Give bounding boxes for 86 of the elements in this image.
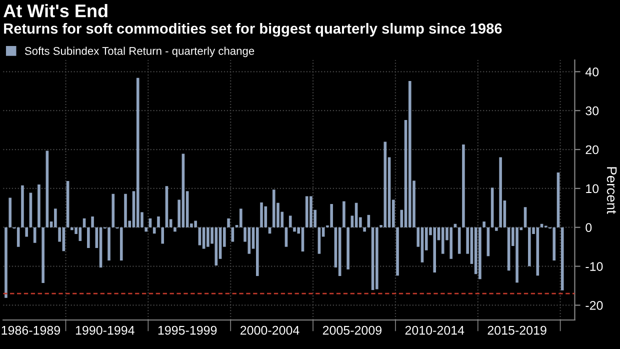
bar	[433, 227, 436, 273]
x-tick-label: 1990-1994	[76, 326, 134, 335]
bar	[346, 227, 350, 270]
bar	[8, 198, 12, 228]
bar	[462, 144, 465, 228]
bar	[91, 216, 94, 228]
bar	[120, 227, 123, 260]
bar	[136, 78, 140, 228]
bar	[38, 184, 40, 228]
bar	[408, 81, 412, 228]
bar	[165, 186, 168, 228]
bar	[231, 227, 234, 242]
bar	[70, 227, 74, 230]
bar	[54, 208, 57, 228]
bar	[450, 227, 452, 259]
bar	[29, 192, 32, 228]
bar	[152, 227, 156, 234]
bar	[441, 227, 444, 254]
bar	[42, 227, 44, 284]
x-tick-label: 1986-1989	[2, 326, 60, 335]
bar	[124, 194, 127, 228]
bar	[499, 157, 502, 228]
bar	[330, 204, 333, 228]
bar	[495, 227, 498, 231]
bar	[46, 150, 49, 228]
bar	[293, 227, 296, 232]
bar	[82, 218, 86, 228]
y-tick-label: 0	[586, 223, 592, 232]
bar	[148, 218, 152, 228]
bar	[264, 206, 268, 228]
bar	[256, 227, 259, 276]
bar	[454, 224, 457, 228]
bar	[157, 216, 160, 228]
bar	[227, 218, 230, 228]
chart-title: At Wit's End	[4, 4, 108, 18]
bar	[540, 224, 544, 228]
bar	[66, 181, 70, 228]
bar	[272, 190, 276, 228]
legend-label: Softs Subindex Total Return - quarterly change	[24, 46, 254, 58]
bar	[4, 227, 8, 298]
bar	[363, 227, 366, 232]
x-tick-label: 2005-2009	[322, 326, 382, 335]
bar	[194, 220, 197, 228]
y-tick-label: 30	[586, 106, 599, 116]
y-tick-label: -10	[586, 262, 603, 271]
bar	[206, 227, 210, 247]
bar	[536, 227, 540, 276]
bar	[305, 196, 308, 228]
bar	[560, 227, 564, 290]
bar	[524, 207, 527, 228]
bar	[516, 227, 518, 283]
x-tick-label: 2015-2019	[488, 326, 546, 335]
y-tick-label: 40	[585, 67, 599, 76]
bar	[490, 188, 494, 228]
bar	[21, 185, 24, 228]
bar	[174, 227, 176, 232]
y-tick-label: 20	[586, 145, 599, 154]
bar	[16, 227, 20, 247]
bar	[240, 208, 242, 228]
x-tick-label: 1995-1999	[158, 326, 217, 335]
bar	[528, 227, 531, 266]
bar	[248, 227, 251, 254]
bar	[112, 194, 115, 228]
bar	[202, 227, 206, 249]
bar	[552, 227, 556, 260]
y-axis-title: Percent	[606, 167, 617, 214]
bar	[25, 227, 28, 237]
bar	[108, 227, 110, 260]
bar	[161, 227, 164, 244]
bar	[342, 201, 346, 228]
bar	[396, 227, 399, 276]
bar	[478, 227, 482, 280]
bar	[144, 227, 148, 232]
bar	[198, 227, 202, 246]
bar	[376, 227, 378, 290]
x-tick-label: 2000-2004	[240, 326, 300, 335]
y-tick-label: 10	[586, 184, 599, 194]
bar	[482, 222, 486, 228]
chart-subtitle: Returns for soft commodities set for biggest quarterly slump since 1986	[4, 23, 502, 37]
bar	[260, 202, 263, 228]
bar	[310, 196, 312, 228]
y-tick-label: -20	[586, 301, 603, 310]
bar	[87, 227, 90, 248]
x-tick-label: 2010-2014	[405, 326, 464, 335]
bar	[288, 216, 292, 228]
bar	[384, 142, 387, 228]
